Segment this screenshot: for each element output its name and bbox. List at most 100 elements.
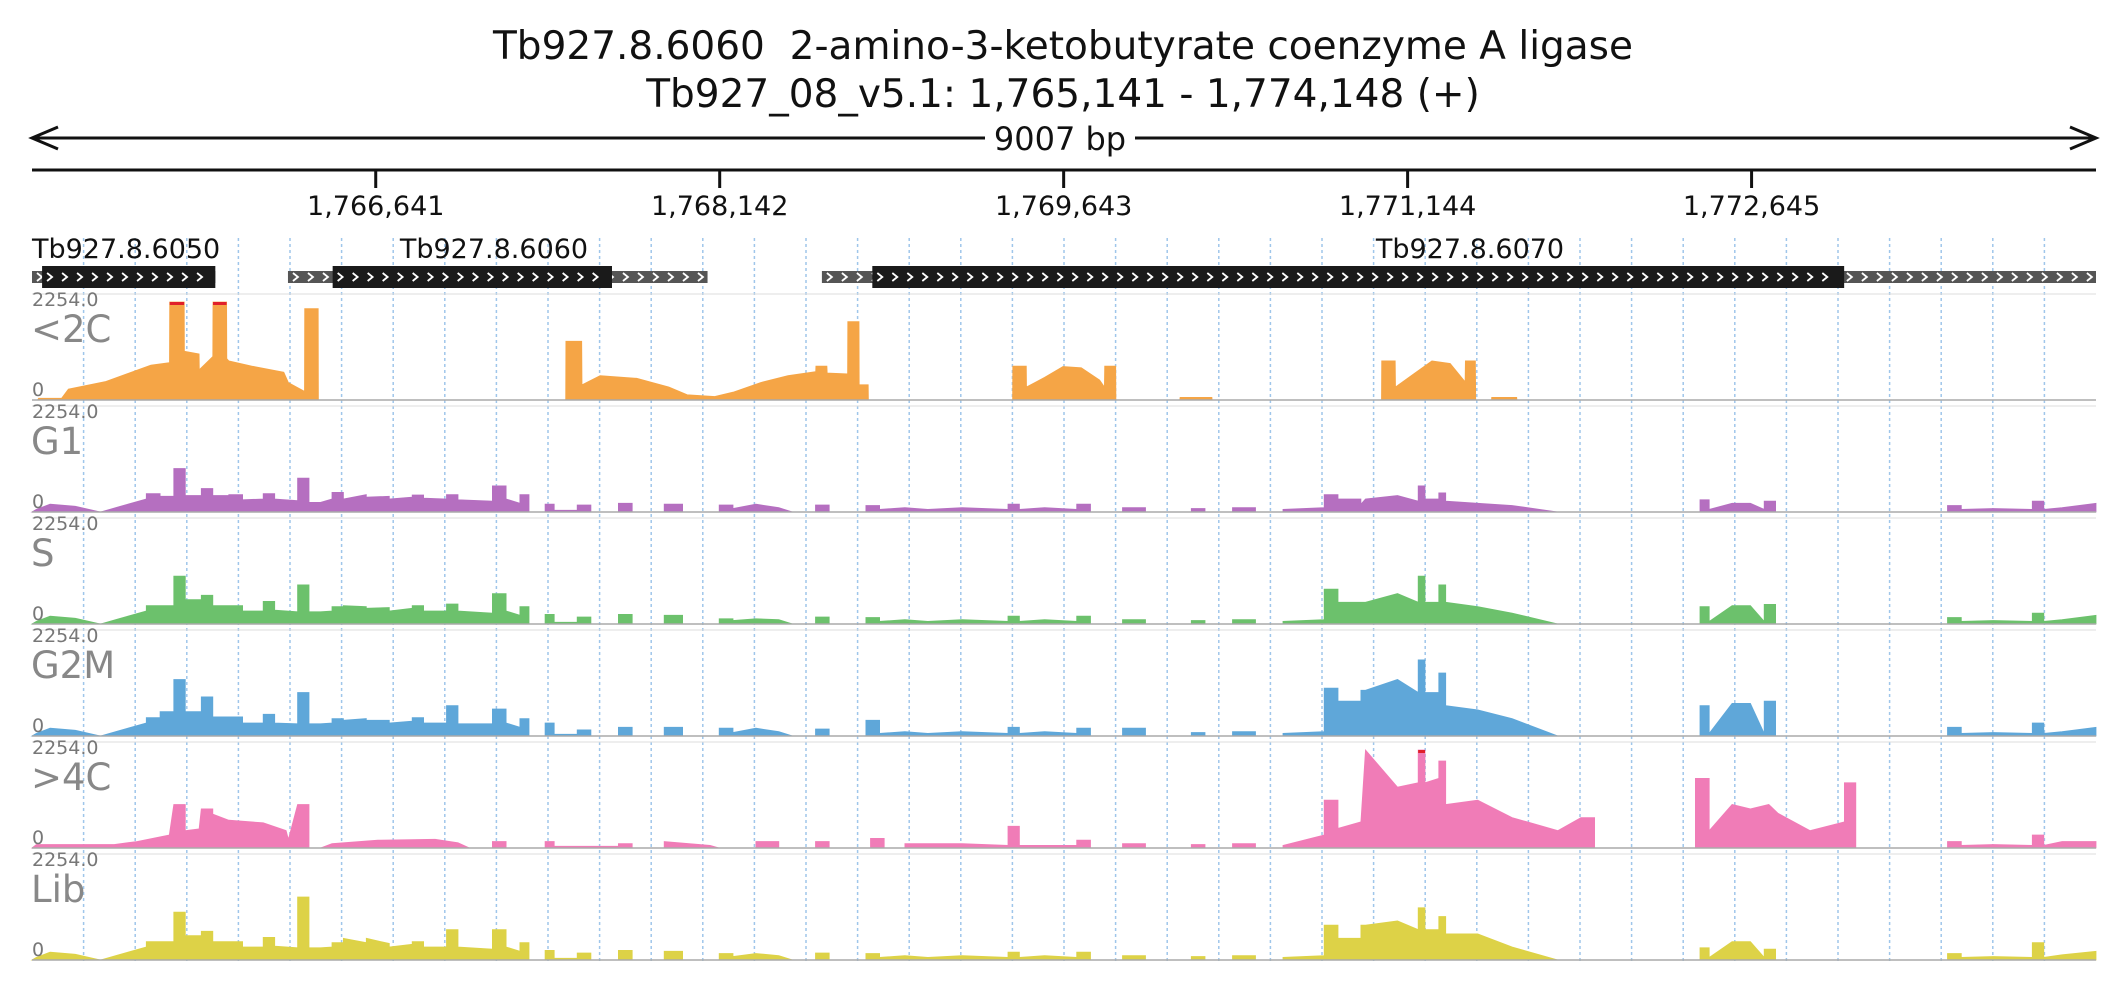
gene-label: Tb927.8.6050 bbox=[31, 234, 220, 265]
track-min-label: 0 bbox=[32, 603, 44, 625]
gene-label: Tb927.8.6070 bbox=[1375, 234, 1564, 265]
strand-chevron-icon bbox=[951, 272, 959, 282]
strand-chevron-icon bbox=[1566, 272, 1574, 282]
strand-chevron-icon bbox=[106, 272, 114, 282]
strand-chevron-icon bbox=[1011, 272, 1019, 282]
strand-chevron-icon bbox=[502, 272, 510, 282]
strand-chevron-icon bbox=[667, 272, 675, 282]
strand-chevron-icon bbox=[936, 272, 944, 282]
strand-chevron-icon bbox=[1776, 272, 1784, 282]
strand-chevron-icon bbox=[1581, 272, 1589, 282]
strand-chevron-icon bbox=[46, 272, 54, 282]
track-name-label: G1 bbox=[31, 420, 83, 463]
strand-chevron-icon bbox=[61, 272, 69, 282]
strand-chevron-icon bbox=[1521, 272, 1529, 282]
strand-chevron-icon bbox=[1611, 272, 1619, 282]
track-max-label: 2254.0 bbox=[32, 625, 98, 647]
strand-chevron-icon bbox=[382, 272, 390, 282]
track-name-label: S bbox=[31, 532, 55, 575]
axis-tick-label: 1,771,144 bbox=[1339, 191, 1476, 222]
strand-chevron-icon bbox=[1356, 272, 1364, 282]
strand-chevron-icon bbox=[2056, 272, 2064, 282]
strand-chevron-icon bbox=[652, 272, 660, 282]
track-name-label: Lib bbox=[31, 868, 85, 911]
strand-chevron-icon bbox=[1146, 272, 1154, 282]
strand-chevron-icon bbox=[427, 272, 435, 282]
strand-chevron-icon bbox=[1086, 272, 1094, 282]
strand-chevron-icon bbox=[1371, 272, 1379, 282]
strand-chevron-icon bbox=[856, 272, 864, 282]
strand-chevron-icon bbox=[1536, 272, 1544, 282]
strand-chevron-icon bbox=[1266, 272, 1274, 282]
track-min-label: 0 bbox=[32, 491, 44, 513]
strand-chevron-icon bbox=[1131, 272, 1139, 282]
strand-chevron-icon bbox=[622, 272, 630, 282]
strand-chevron-icon bbox=[181, 272, 189, 282]
strand-chevron-icon bbox=[826, 272, 834, 282]
track-min-label: 0 bbox=[32, 827, 44, 849]
strand-chevron-icon bbox=[1806, 272, 1814, 282]
strand-chevron-icon bbox=[966, 272, 974, 282]
strand-chevron-icon bbox=[1221, 272, 1229, 282]
strand-chevron-icon bbox=[1041, 272, 1049, 282]
strand-chevron-icon bbox=[592, 272, 600, 282]
track-name-label: G2M bbox=[31, 644, 115, 687]
track-max-label: 2254.0 bbox=[32, 289, 98, 311]
clip-marker bbox=[213, 302, 227, 305]
strand-chevron-icon bbox=[1966, 272, 1974, 282]
strand-chevron-icon bbox=[1791, 272, 1799, 282]
coverage-area bbox=[30, 468, 2097, 513]
strand-chevron-icon bbox=[367, 272, 375, 282]
strand-chevron-icon bbox=[1206, 272, 1214, 282]
strand-chevron-icon bbox=[1296, 272, 1304, 282]
coverage-area bbox=[36, 301, 2096, 401]
strand-chevron-icon bbox=[2086, 272, 2094, 282]
axis-tick-label: 1,769,643 bbox=[995, 191, 1132, 222]
strand-chevron-icon bbox=[1626, 272, 1634, 282]
strand-chevron-icon bbox=[136, 272, 144, 282]
strand-chevron-icon bbox=[1656, 272, 1664, 282]
clip-marker bbox=[169, 302, 185, 305]
strand-chevron-icon bbox=[2026, 272, 2034, 282]
arrowhead-right-icon bbox=[2069, 125, 2100, 151]
track-max-label: 2254.0 bbox=[32, 849, 98, 871]
strand-chevron-icon bbox=[2071, 272, 2079, 282]
strand-chevron-icon bbox=[1491, 272, 1499, 282]
gene-label: Tb927.8.6060 bbox=[399, 234, 588, 265]
chart-subtitle: Tb927_08_v5.1: 1,765,141 - 1,774,148 (+) bbox=[646, 72, 1480, 117]
strand-chevron-icon bbox=[1686, 272, 1694, 282]
strand-chevron-icon bbox=[1761, 272, 1769, 282]
strand-chevron-icon bbox=[1071, 272, 1079, 282]
strand-chevron-icon bbox=[1551, 272, 1559, 282]
strand-chevron-icon bbox=[487, 272, 495, 282]
strand-chevron-icon bbox=[532, 272, 540, 282]
strand-chevron-icon bbox=[906, 272, 914, 282]
strand-chevron-icon bbox=[397, 272, 405, 282]
axis-tick-label: 1,768,142 bbox=[651, 191, 788, 222]
strand-chevron-icon bbox=[1821, 272, 1829, 282]
chart-title: Tb927.8.6060 2-amino-3-ketobutyrate coen… bbox=[492, 24, 1633, 69]
strand-chevron-icon bbox=[996, 272, 1004, 282]
coverage-area bbox=[30, 748, 2097, 849]
strand-chevron-icon bbox=[637, 272, 645, 282]
strand-chevron-icon bbox=[2011, 272, 2019, 282]
strand-chevron-icon bbox=[1996, 272, 2004, 282]
strand-chevron-icon bbox=[1476, 272, 1484, 282]
track-max-label: 2254.0 bbox=[32, 513, 98, 535]
track-max-label: 2254.0 bbox=[32, 737, 98, 759]
strand-chevron-icon bbox=[1936, 272, 1944, 282]
strand-chevron-icon bbox=[1056, 272, 1064, 282]
strand-chevron-icon bbox=[1461, 272, 1469, 282]
strand-chevron-icon bbox=[921, 272, 929, 282]
strand-chevron-icon bbox=[1716, 272, 1724, 282]
strand-chevron-icon bbox=[1101, 272, 1109, 282]
strand-chevron-icon bbox=[577, 272, 585, 282]
strand-chevron-icon bbox=[36, 272, 44, 282]
strand-chevron-icon bbox=[1906, 272, 1914, 282]
arrowhead-left-icon bbox=[28, 125, 59, 151]
strand-chevron-icon bbox=[1981, 272, 1989, 282]
strand-chevron-icon bbox=[1026, 272, 1034, 282]
strand-chevron-icon bbox=[1401, 272, 1409, 282]
strand-chevron-icon bbox=[121, 272, 129, 282]
